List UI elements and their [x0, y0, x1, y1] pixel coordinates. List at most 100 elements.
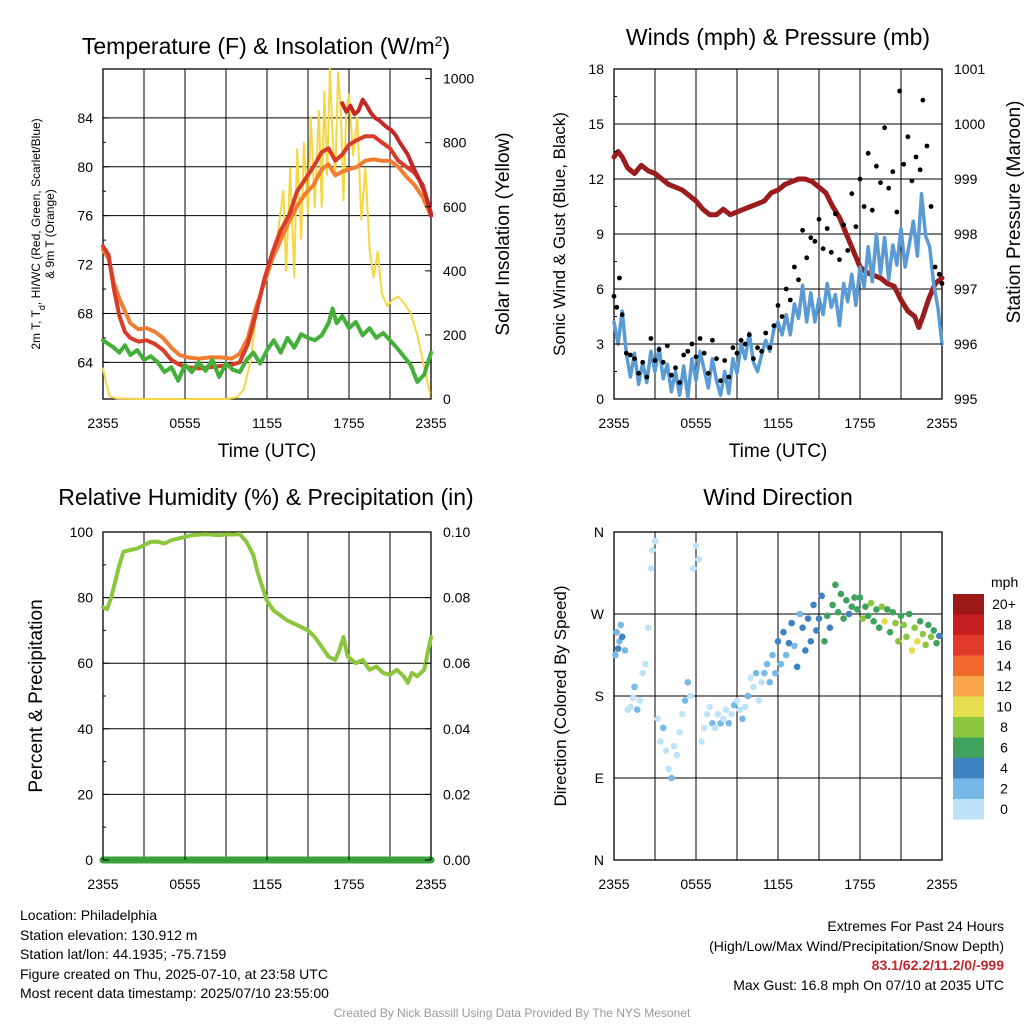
direction-point [681, 697, 689, 704]
temperature-y-axis-label: 2m T, Td, HI/WC (Red, Green, Scarlet/Blu… [29, 118, 47, 349]
gust-point [837, 257, 842, 263]
speed-legend-label: 14 [996, 658, 1012, 674]
direction-point [612, 651, 619, 659]
wind-direction-y-tick-label: N [594, 852, 604, 868]
direction-point [695, 556, 703, 563]
direction-point [758, 679, 765, 686]
speed-legend-label: 10 [996, 699, 1012, 715]
winds-x-axis-label: Time (UTC) [729, 441, 828, 462]
temp-line [340, 97, 433, 218]
direction-point [884, 606, 891, 613]
speed-legend-swatch [953, 594, 984, 615]
winds-y2-tick-label: 1001 [954, 61, 985, 77]
speed-legend-label: 2 [1000, 781, 1008, 797]
winds-y-tick-label: 0 [596, 391, 604, 407]
gust-point [792, 264, 797, 270]
winds-x-tick-label: 2355 [598, 415, 629, 431]
direction-point [793, 663, 801, 671]
speed-legend-label: 0 [1000, 801, 1008, 817]
gust-point [890, 169, 896, 175]
temperature-y-tick-label: 80 [77, 159, 93, 175]
direction-point [815, 615, 823, 622]
solar-line [102, 68, 432, 400]
direction-point [785, 639, 793, 647]
humidity-y-tick-label: 20 [77, 786, 93, 802]
winds-x-tick-label: 2355 [926, 415, 957, 431]
gust-point [632, 356, 637, 362]
direction-point [703, 710, 711, 718]
winds-y-tick-label: 3 [596, 336, 604, 352]
direction-point [706, 703, 713, 711]
gust-point [779, 314, 785, 319]
direction-point [639, 669, 646, 677]
gust-point [614, 304, 620, 310]
gust-point [849, 191, 855, 197]
winds-x-tick-label: 1155 [763, 415, 793, 431]
gust-point [820, 246, 826, 252]
extremes-subtitle: (High/Low/Max Wind/Precipitation/Snow De… [709, 937, 1004, 954]
direction-point [878, 603, 886, 611]
humidity-y-tick-label: 40 [77, 721, 93, 737]
humidity-x-tick-label: 1155 [252, 876, 282, 892]
speed-legend-title: mph [991, 574, 1018, 590]
gust-point [636, 370, 641, 376]
direction-point [654, 715, 662, 723]
direction-point [922, 641, 929, 649]
gust-point [767, 345, 773, 351]
direction-point [818, 592, 826, 600]
direction-point [782, 651, 790, 659]
direction-point [636, 697, 644, 704]
speed-legend-swatch [953, 676, 984, 697]
direction-point [763, 660, 771, 668]
gust-point [913, 154, 919, 160]
direction-point [859, 615, 867, 622]
direction-point [668, 774, 675, 782]
direction-point [925, 621, 932, 629]
temperature-y-tick-label: 84 [77, 110, 93, 126]
direction-point [676, 729, 683, 736]
gust-point [701, 350, 707, 356]
gust-point [787, 297, 793, 303]
wind-direction-x-tick-label: 1155 [763, 876, 793, 892]
direction-point [633, 706, 641, 713]
gust-point [722, 358, 728, 363]
direction-point [700, 724, 708, 732]
winds-y2-axis-label: Station Pressure (Maroon) [1004, 101, 1024, 324]
winds-y-tick-label: 18 [588, 61, 604, 77]
winds-panel: Winds (mph) & Pressure (mb) 2355 0555 1155… [550, 24, 1024, 462]
speed-legend-label: 8 [1000, 719, 1008, 735]
temperature-title: Temperature (F) & Insolation (W/m2) [82, 33, 450, 59]
speed-legend-swatch [953, 717, 984, 738]
direction-point [916, 617, 924, 625]
gust-point [905, 134, 911, 140]
speed-legend-swatch [953, 758, 984, 779]
gust-point [652, 358, 658, 363]
direction-point [627, 703, 634, 711]
direction-point [927, 633, 935, 641]
winds-grid [614, 69, 942, 399]
direction-point [684, 679, 692, 686]
gust-point [775, 303, 781, 308]
direction-point [771, 669, 779, 677]
gust-point [693, 354, 699, 360]
winds-y2-tick-label: 997 [954, 281, 978, 297]
temperature-panel: Temperature (F) & Insolation (W/m2) 2355… [29, 33, 514, 462]
direction-point [689, 565, 697, 572]
gust-point [759, 348, 764, 354]
gust-point [936, 271, 942, 277]
gust-point [751, 356, 756, 362]
gust-point [783, 286, 789, 292]
latlon-text: Station lat/lon: 44.1935; -75.7159 [20, 946, 227, 962]
humidity-y-tick-label: 60 [77, 655, 93, 671]
wind-direction-x-tick-label: 1755 [844, 876, 875, 892]
direction-point [720, 715, 727, 723]
gust-point [874, 163, 879, 169]
gust-point [714, 356, 719, 362]
extremes-info: Extremes For Past 24 Hours (High/Low/Max… [709, 917, 1004, 995]
direction-point [914, 638, 921, 645]
direction-point [741, 703, 749, 711]
direction-point [617, 621, 625, 629]
wind-direction-series [612, 537, 943, 782]
direction-point [750, 683, 757, 691]
direction-point [933, 639, 940, 647]
